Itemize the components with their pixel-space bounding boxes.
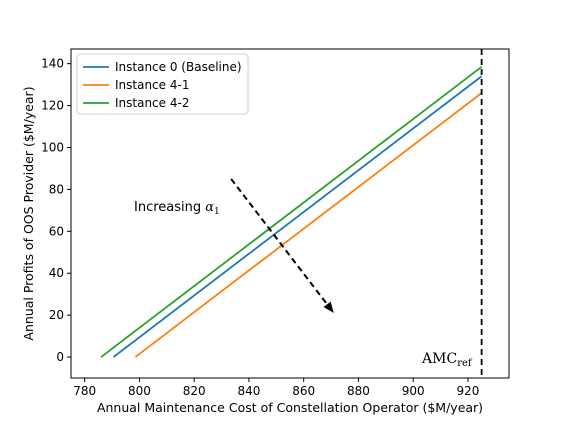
x-tick-label-3: 840 [237,384,260,398]
y-tick-label-5: 100 [41,140,64,154]
annotation-arrow-shaft [230,178,328,305]
y-tick-label-0: 0 [56,350,64,364]
x-axis-label: Annual Maintenance Cost of Constellation… [97,400,483,415]
legend-label-1: Instance 4-1 [115,78,189,92]
y-axis-label: Annual Profits of OOS Provider ($M/year) [21,86,36,340]
reference-label-sub: ref [457,358,473,369]
x-tick-label-5: 880 [347,384,370,398]
series-line-1 [134,92,483,358]
x-axis-ticks: 780 800 820 840 860 880 900 920 [73,378,479,398]
annotation-group: Increasing α1 [134,178,334,314]
plot-lines [100,66,483,358]
annotation-label: Increasing α1 [134,200,220,217]
y-axis-ticks: 0 20 40 60 80 100 120 140 [41,57,71,364]
x-tick-label-0: 780 [73,384,96,398]
x-tick-label-1: 800 [128,384,151,398]
y-tick-label-7: 140 [41,57,64,71]
x-tick-label-7: 920 [456,384,479,398]
legend: Instance 0 (Baseline) Instance 4-1 Instanc… [76,53,249,115]
annotation-arrow-head [323,301,334,314]
x-tick-label-6: 900 [402,384,425,398]
annotation-symbol-sub: 1 [214,207,220,217]
y-tick-label-3: 60 [49,224,64,238]
x-tick-label-4: 860 [292,384,315,398]
y-tick-label-2: 40 [49,266,64,280]
reference-label-main: AMC [421,351,457,367]
legend-label-0: Instance 0 (Baseline) [115,60,242,74]
x-tick-label-2: 820 [183,384,206,398]
annotation-text: Increasing [134,200,205,215]
legend-label-2: Instance 4-2 [115,96,189,110]
reference-line-label: AMCref [421,351,473,369]
series-line-0 [112,75,483,358]
y-tick-label-4: 80 [49,182,64,196]
y-tick-label-6: 120 [41,99,64,113]
legend-box [76,53,249,115]
series-line-2 [100,66,483,358]
y-tick-label-1: 20 [49,308,64,322]
annotation-symbol: α [205,200,214,215]
plot-frame [70,48,510,379]
